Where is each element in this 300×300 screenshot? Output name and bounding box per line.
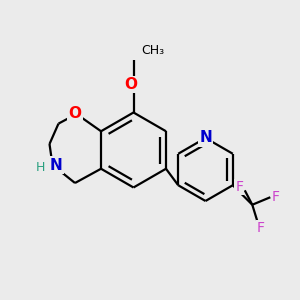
Text: H: H bbox=[36, 161, 45, 174]
Text: N: N bbox=[50, 158, 62, 172]
Text: F: F bbox=[236, 180, 243, 194]
Text: F: F bbox=[257, 221, 265, 235]
Text: F: F bbox=[272, 190, 280, 204]
Text: O: O bbox=[124, 77, 138, 92]
Text: CH₃: CH₃ bbox=[141, 44, 164, 57]
Text: O: O bbox=[68, 106, 82, 122]
Text: N: N bbox=[199, 130, 212, 146]
